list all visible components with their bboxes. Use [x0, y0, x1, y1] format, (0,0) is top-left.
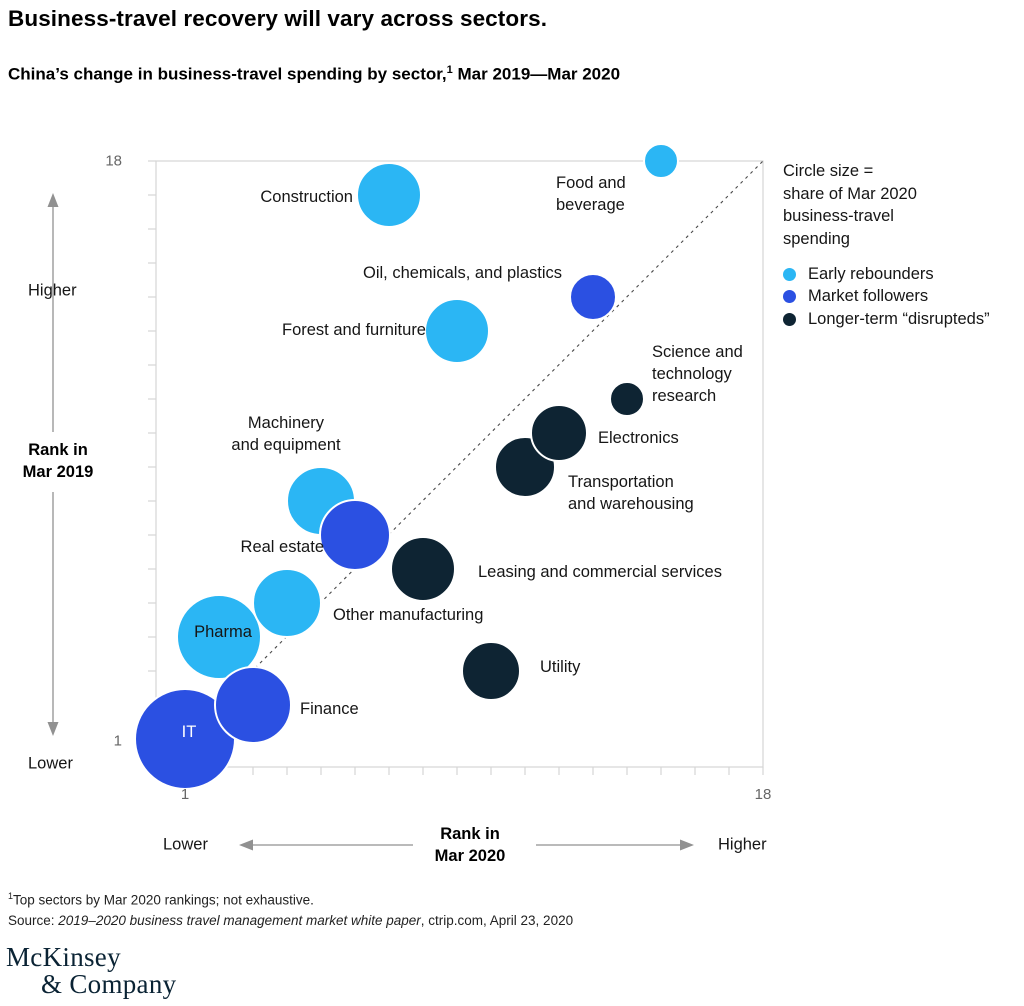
- subtitle-footnote-marker: 1: [446, 64, 453, 76]
- source-title: 2019–2020 business travel management mar…: [58, 912, 421, 928]
- y-axis-tick-18: 18: [105, 152, 122, 170]
- sector-label-oil-chemicals-and-plastics: Oil, chemicals, and plastics: [363, 264, 562, 282]
- mckinsey-logo: McKinsey & Company: [6, 944, 176, 998]
- sector-label-forest-and-furniture: Forest and furniture: [282, 321, 426, 339]
- arrow-up-icon: [47, 193, 59, 207]
- x-axis-title-line1: Rank in: [440, 825, 500, 843]
- bubble-pharma: [176, 594, 262, 680]
- x-axis-title-line2: Mar 2020: [434, 847, 506, 865]
- bubble-other-manufacturing: [252, 568, 322, 638]
- bubble-electronics: [530, 404, 588, 462]
- legend-item-label: Market followers: [808, 287, 929, 306]
- chart-subtitle: China’s change in business-travel spendi…: [8, 64, 988, 85]
- arrow-left-icon: [239, 839, 253, 851]
- sector-label-food-and-beverage: Food and beverage: [556, 174, 626, 214]
- legend-size-note-line1: Circle size =: [783, 162, 874, 180]
- bubble-utility: [461, 641, 521, 701]
- x-axis-tick-1: 1: [180, 786, 190, 803]
- bubble-forest-and-furniture: [424, 298, 490, 364]
- page-title: Business-travel recovery will vary acros…: [8, 6, 548, 31]
- bubble-leasing-and-commercial-services: [390, 536, 456, 602]
- sector-label-it: IT: [181, 723, 197, 741]
- bubble-food-and-beverage: [643, 143, 679, 179]
- legend-size-note-line2: share of Mar 2020: [783, 184, 917, 203]
- legend-size-note-line3: business-travel: [783, 207, 894, 225]
- market-followers-dot-icon: [783, 290, 796, 304]
- source-tail: , ctrip.com, April 23, 2020: [420, 912, 574, 928]
- legend-item-early-rebounders: Early rebounders: [783, 263, 1023, 286]
- y-axis-title-line2: Mar 2019: [22, 463, 94, 481]
- legend-items: Early rebounders Market followers Longer…: [783, 263, 1023, 331]
- bubble-real-estate: [319, 499, 391, 571]
- legend-item-longer-term-disrupteds: Longer-term “disrupteds”: [783, 308, 1023, 331]
- sector-label-finance: Finance: [300, 700, 359, 718]
- footnote-1: 1Top sectors by Mar 2020 rankings; not e…: [8, 886, 573, 911]
- logo-line1: McKinsey: [6, 942, 121, 972]
- sector-label-machinery-and-equipment: Machinery and equipment: [231, 414, 341, 454]
- legend-size-note: Circle size = share of Mar 2020 business…: [783, 160, 1023, 250]
- sector-label-leasing-and-commercial-services: Leasing and commercial services: [478, 563, 722, 581]
- source-line: Source: 2019–2020 business travel manage…: [8, 911, 573, 931]
- x-axis-title: Rank in Mar 2020: [420, 823, 520, 867]
- x-axis-higher-label: Higher: [718, 835, 767, 854]
- sector-label-construction: Construction: [260, 188, 353, 206]
- plot-canvas: [47, 143, 764, 851]
- x-axis-tick-18: 18: [754, 786, 772, 803]
- sector-label-other-manufacturing: Other manufacturing: [333, 606, 484, 624]
- early-rebounders-dot-icon: [783, 267, 796, 281]
- legend: Circle size = share of Mar 2020 business…: [783, 160, 1023, 331]
- legend-size-note-line4: spending: [783, 229, 850, 248]
- longer-term-disrupteds-dot-icon: [783, 312, 796, 326]
- x-axis-lower-label: Lower: [163, 835, 208, 854]
- sector-label-science-and-technology-research: Science and technology research: [652, 343, 743, 405]
- bubble-construction: [356, 162, 422, 228]
- diagonal-parity-line: [155, 160, 764, 768]
- sector-label-real-estate: Real estate: [240, 538, 324, 556]
- subtitle-date-range: Mar 2019—Mar 2020: [452, 64, 621, 84]
- y-axis-tick-1: 1: [113, 732, 122, 750]
- sector-label-pharma: Pharma: [194, 623, 252, 641]
- legend-item-market-followers: Market followers: [783, 286, 1023, 309]
- sector-label-transportation-and-warehousing: Transportation and warehousing: [568, 473, 694, 513]
- footnote-1-marker: 1: [8, 891, 14, 901]
- bubble-chart: IT Pharma Finance Other manufacturing Machin…: [0, 130, 1024, 870]
- sector-label-electronics: Electronics: [598, 429, 679, 447]
- logo-line2: & Company: [41, 969, 177, 999]
- legend-item-label: Early rebounders: [808, 264, 934, 283]
- sector-label-utility: Utility: [540, 658, 581, 676]
- arrow-right-icon: [680, 839, 694, 851]
- bubble-oil-chemicals-and-plastics: [569, 273, 617, 321]
- y-axis-lower-label: Lower: [28, 754, 73, 773]
- y-axis-title: Rank in Mar 2019: [8, 439, 108, 483]
- subtitle-text: China’s change in business-travel spendi…: [8, 64, 447, 84]
- arrow-down-icon: [47, 722, 59, 736]
- y-axis-title-line1: Rank in: [28, 441, 88, 459]
- source-prefix: Source:: [8, 912, 59, 928]
- footnotes: 1Top sectors by Mar 2020 rankings; not e…: [8, 886, 573, 931]
- y-axis-higher-label: Higher: [28, 281, 77, 300]
- bubble-finance: [214, 666, 292, 744]
- plot-border: [155, 160, 764, 768]
- legend-item-label: Longer-term “disrupteds”: [808, 309, 990, 328]
- bubble-science-and-technology-research: [609, 381, 645, 417]
- footnote-1-text: Top sectors by Mar 2020 rankings; not ex…: [13, 892, 314, 908]
